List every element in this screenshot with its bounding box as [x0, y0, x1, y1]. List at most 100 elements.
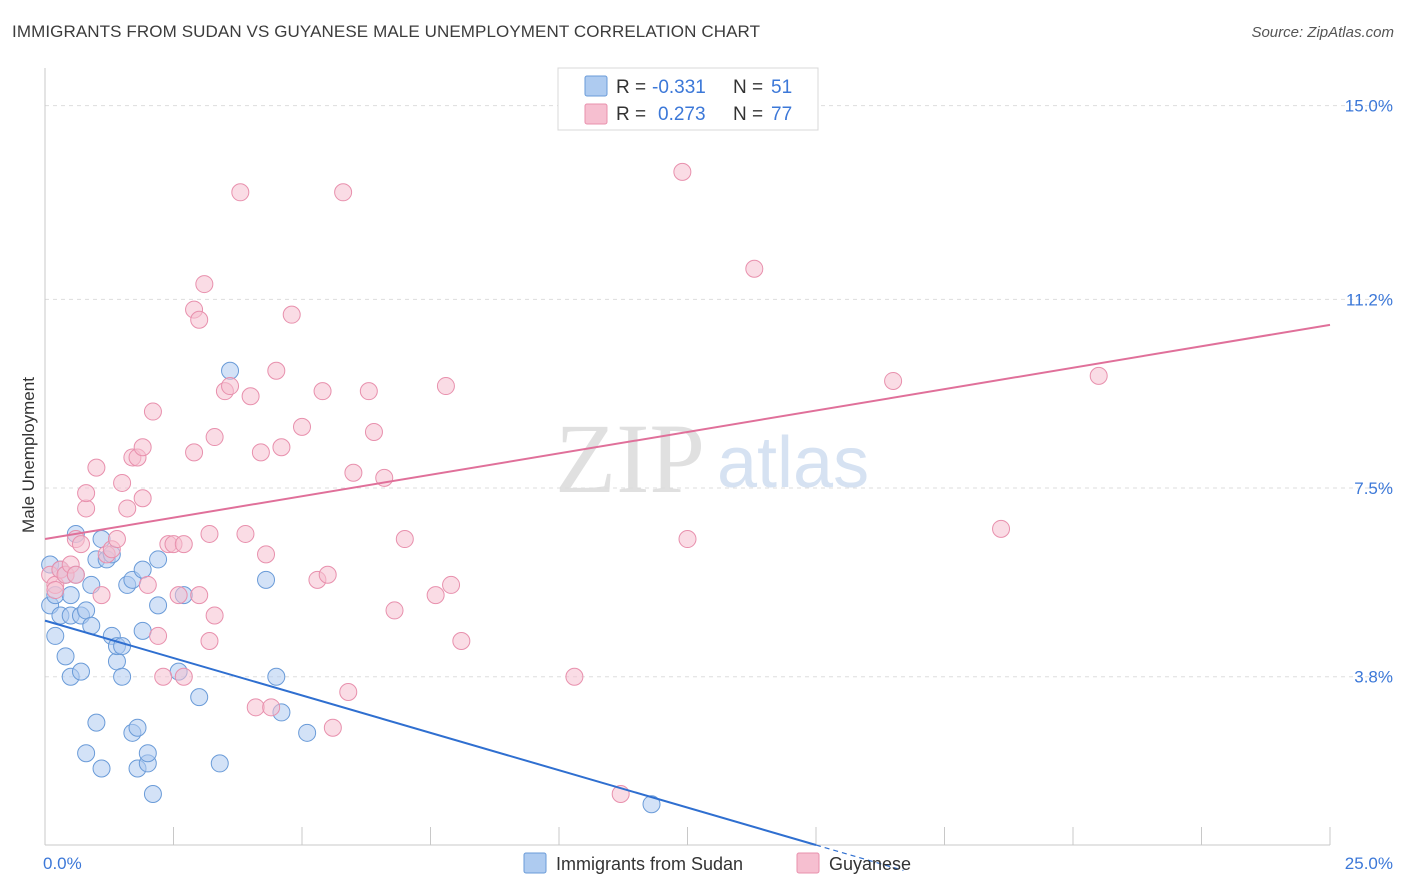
data-point: [241, 387, 260, 406]
legend-n-label-1: N =: [733, 77, 763, 98]
data-point: [92, 759, 111, 778]
data-point: [205, 428, 224, 447]
trend-line-sudan: [44, 619, 817, 846]
y-axis-label: Male Unemployment: [19, 377, 38, 533]
data-point: [113, 637, 132, 656]
legend-swatch-guyanese: [584, 103, 608, 125]
bottom-legend-label-sudan: Immigrants from Sudan: [556, 854, 743, 874]
trend-lines: [44, 323, 1331, 872]
data-point: [323, 718, 342, 737]
data-point: [364, 422, 383, 441]
data-point: [46, 626, 65, 645]
legend-n-value-1: 51: [771, 77, 792, 98]
data-point: [133, 621, 152, 640]
data-point: [236, 524, 255, 543]
data-point: [272, 438, 291, 457]
data-point: [195, 275, 214, 294]
data-point: [298, 723, 317, 742]
data-point: [200, 524, 219, 543]
data-point: [436, 377, 455, 396]
trend-line-sudan-extension: [815, 844, 904, 872]
watermark-atlas: atlas: [717, 423, 869, 503]
data-point: [745, 259, 764, 278]
data-point: [113, 473, 132, 492]
data-point: [200, 632, 219, 651]
axes: [44, 68, 1331, 846]
legend-r-label-2: R =: [616, 104, 646, 125]
legend-r-value-1: -0.331: [652, 77, 706, 98]
data-point: [46, 581, 65, 600]
data-point: [318, 565, 337, 584]
data-point: [107, 652, 126, 671]
data-point: [149, 626, 168, 645]
data-point: [138, 744, 157, 763]
data-point: [77, 601, 96, 620]
x-tick-label: 25.0%: [1345, 854, 1393, 873]
watermark-zip: ZIP: [555, 403, 705, 514]
data-point: [334, 183, 353, 202]
data-point: [642, 795, 661, 814]
data-point: [359, 382, 378, 401]
chart-source: Source: ZipAtlas.com: [1251, 24, 1394, 41]
data-point: [205, 606, 224, 625]
data-point: [87, 458, 106, 477]
legend-r-label-1: R =: [616, 77, 646, 98]
data-point: [293, 417, 311, 436]
data-point: [71, 662, 90, 681]
bottom-legend-swatch-sudan: [523, 852, 547, 874]
data-point: [138, 575, 157, 594]
x-tick-labels: 0.0% 25.0%: [43, 854, 1393, 873]
data-point: [174, 535, 193, 554]
data-point: [1089, 366, 1108, 385]
data-point: [143, 402, 162, 421]
data-point: [149, 596, 168, 615]
data-point: [262, 698, 281, 717]
data-point: [143, 785, 162, 804]
data-point: [185, 443, 204, 462]
y-tick-labels: 3.8% 7.5% 11.2% 15.0%: [1345, 97, 1393, 687]
data-point: [251, 443, 270, 462]
data-point: [385, 601, 404, 620]
data-point: [77, 484, 96, 503]
data-point: [884, 371, 903, 390]
data-point: [113, 667, 132, 686]
data-point: [174, 667, 193, 686]
data-point: [77, 499, 96, 518]
data-point: [133, 438, 152, 457]
data-point: [678, 530, 697, 549]
data-point: [133, 489, 152, 508]
data-point: [61, 586, 80, 605]
bottom-legend-label-guyanese: Guyanese: [829, 854, 911, 874]
bottom-legend: Immigrants from Sudan Guyanese: [523, 852, 911, 874]
series-sudan-points: [41, 361, 661, 814]
data-point: [149, 550, 168, 569]
legend-box: R = -0.331 N = 51 R = 0.273 N = 77: [557, 67, 819, 131]
x-tick-label: 0.0%: [43, 854, 82, 873]
legend-n-label-2: N =: [733, 104, 763, 125]
legend-r-value-2: 0.273: [658, 104, 706, 125]
y-tick-label: 7.5%: [1354, 479, 1393, 498]
data-point: [221, 377, 240, 396]
data-point: [128, 718, 147, 737]
data-point: [190, 310, 209, 329]
data-point: [267, 667, 286, 686]
legend-swatch-sudan: [584, 75, 608, 97]
y-tick-label: 3.8%: [1354, 668, 1393, 687]
data-point: [442, 575, 461, 594]
data-point: [87, 713, 106, 732]
data-point: [221, 361, 240, 380]
bottom-legend-swatch-guyanese: [796, 852, 820, 874]
y-tick-label: 11.2%: [1346, 290, 1393, 309]
data-point: [190, 688, 209, 707]
data-point: [339, 683, 358, 702]
data-point: [231, 183, 250, 202]
y-tick-label: 15.0%: [1345, 97, 1393, 116]
data-point: [190, 586, 209, 605]
trend-line-guyanese: [44, 323, 1331, 541]
data-point: [452, 632, 471, 651]
data-point: [66, 565, 85, 584]
data-point: [118, 499, 137, 518]
data-point: [992, 519, 1011, 538]
data-point: [565, 667, 584, 686]
